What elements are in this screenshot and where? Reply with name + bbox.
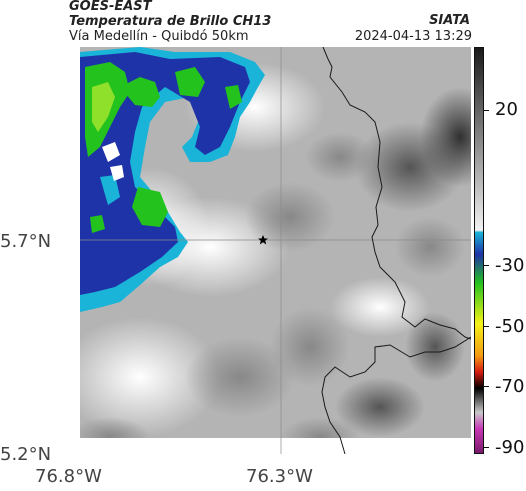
lat-label-5-2: 5.2°N <box>0 444 52 465</box>
cb-label-neg70: -70 <box>495 376 525 397</box>
cb-tick <box>484 265 489 266</box>
agency-label: SIATA <box>429 13 470 28</box>
cb-label-neg50: -50 <box>495 316 525 337</box>
temperature-colorbar <box>474 47 484 454</box>
colorbar-svg <box>475 48 483 453</box>
lon-label-76-3: 76.3°W <box>246 466 313 487</box>
map-svg <box>60 46 500 457</box>
satellite-title: GOES-EAST <box>69 0 152 14</box>
star-icon[interactable] <box>258 235 268 245</box>
product-title: Temperatura de Brillo CH13 <box>69 14 272 29</box>
cb-tick <box>484 447 489 448</box>
timestamp-label: 2024-04-13 13:29 <box>354 29 472 44</box>
no-data-strip <box>80 438 471 454</box>
cb-tick <box>484 326 489 327</box>
cb-label-neg30: -30 <box>495 255 525 276</box>
border-line-north <box>322 46 472 340</box>
cold-cloud-region <box>80 47 265 312</box>
route-subtitle: Vía Medellín - Quibdó 50km <box>69 29 249 44</box>
cb-tick <box>484 110 489 111</box>
border-line-south <box>321 336 472 455</box>
cb-tick <box>484 386 489 387</box>
lon-label-76-8: 76.8°W <box>35 466 102 487</box>
cb-label-20: 20 <box>495 99 518 120</box>
cb-label-neg90: -90 <box>495 437 525 458</box>
satellite-map[interactable] <box>60 46 500 457</box>
lat-label-5-7: 5.7°N <box>0 231 52 252</box>
